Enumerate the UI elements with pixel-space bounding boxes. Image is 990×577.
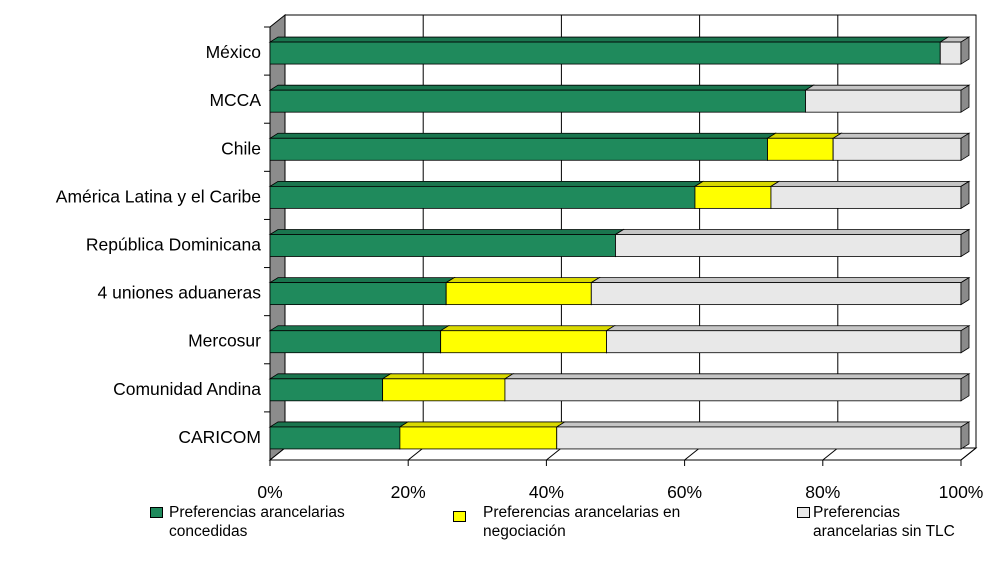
bar-side-caricom-2	[960, 421, 970, 450]
category-label-republica-dominicana: República Dominicana	[86, 235, 261, 255]
bar-top-america-latina-y-el-caribe-2	[769, 180, 971, 187]
x-tick-label: 0%	[257, 482, 282, 502]
legend-label-sin-tlc-line1: Preferencias	[813, 504, 901, 521]
bar-top-chile-1	[766, 132, 843, 139]
category-label-chile: Chile	[221, 138, 261, 158]
x-tick-label: 60%	[667, 482, 702, 502]
bar-top-mercosur-1	[439, 325, 616, 332]
bar-side-4-uniones-aduaneras-2	[960, 276, 970, 306]
gridline-floor	[960, 447, 977, 461]
bar-top-caricom-2	[555, 421, 971, 428]
bar-comunidad-andina-1	[382, 378, 506, 402]
bar-america-latina-y-el-caribe-2	[770, 185, 962, 209]
bar-top-america-latina-y-el-caribe-0	[268, 180, 705, 187]
bar-top-republica-dominicana-0	[268, 229, 625, 235]
bar-top-republica-dominicana-2	[614, 229, 971, 235]
bar-side-mercosur-2	[960, 325, 970, 354]
bar-top-caricom-1	[398, 421, 567, 428]
gridline-floor	[407, 447, 424, 461]
bar-side-chile-2	[960, 132, 970, 161]
legend-swatch-concedidas	[150, 507, 163, 518]
bar-comunidad-andina-0	[269, 378, 384, 402]
x-tick-label: 100%	[939, 482, 984, 502]
category-label-mcca: MCCA	[209, 90, 261, 110]
bar-side-republica-dominicana-2	[960, 228, 970, 258]
bar-mercosur-2	[606, 330, 962, 354]
bar-top-chile-2	[831, 132, 971, 139]
gridline-floor	[546, 447, 562, 461]
bar-top-mcca-2	[804, 84, 971, 91]
bar-mexico-2	[939, 41, 962, 65]
x-tick-label: 40%	[529, 482, 564, 502]
bar-top-4-uniones-aduaneras-0	[268, 277, 456, 284]
bar-caricom-0	[269, 426, 401, 450]
category-labels: México MCCA Chile América Latina y el Carib…	[56, 42, 262, 447]
bar-america-latina-y-el-caribe-0	[269, 185, 696, 209]
category-label-4-uniones-aduaneras: 4 uniones aduaneras	[98, 283, 262, 303]
category-label-comunidad-andina: Comunidad Andina	[113, 379, 261, 399]
bar-chile-1	[767, 137, 834, 161]
bar-mercosur-0	[269, 330, 442, 354]
category-label-america-latina-y-el-caribe: América Latina y el Caribe	[56, 186, 261, 206]
bar-mcca-0	[269, 89, 806, 113]
bar-top-comunidad-andina-2	[503, 373, 971, 380]
bar-top-caricom-0	[268, 421, 410, 428]
bar-top-chile-0	[268, 132, 777, 139]
bar-comunidad-andina-2	[504, 378, 962, 402]
floor	[268, 447, 978, 461]
legend-label-concedidas-line2: concedidas	[169, 523, 248, 540]
bar-side-comunidad-andina-2	[960, 373, 970, 402]
bar-4-uniones-aduaneras-1	[445, 282, 592, 306]
bar-chile-2	[832, 137, 962, 161]
bar-top-mcca-0	[268, 84, 815, 91]
category-label-mexico: México	[206, 42, 261, 62]
x-tick-label: 80%	[805, 482, 840, 502]
bar-republica-dominicana-2	[615, 234, 962, 257]
bar-caricom-1	[399, 426, 558, 450]
bar-top-mercosur-2	[605, 325, 971, 332]
bar-top-america-latina-y-el-caribe-1	[693, 180, 781, 187]
bar-top-comunidad-andina-0	[268, 373, 393, 380]
bar-top-mexico-0	[268, 36, 950, 43]
x-tick-label: 20%	[391, 482, 426, 502]
bar-mexico-0	[269, 41, 941, 65]
legend-label-negociacion-line2: negociación	[483, 523, 566, 540]
bar-4-uniones-aduaneras-0	[269, 282, 447, 306]
bar-chile-0	[269, 137, 768, 161]
bar-top-4-uniones-aduaneras-2	[589, 277, 971, 284]
bar-side-mexico-2	[960, 36, 970, 65]
legend-label-concedidas-line1: Preferencias arancelarias	[169, 504, 345, 521]
legend-swatch-sin-tlc	[797, 507, 810, 518]
x-tick-labels: 0% 20% 40% 60% 80% 100%	[257, 482, 983, 502]
bar-mercosur-1	[440, 330, 607, 354]
bar-america-latina-y-el-caribe-1	[694, 185, 772, 209]
gridline-floor	[822, 447, 839, 461]
legend-swatch-negociacion	[453, 511, 466, 522]
bar-side-america-latina-y-el-caribe-2	[960, 180, 970, 210]
legend-label-sin-tlc-line2: arancelarias sin TLC	[813, 523, 955, 540]
bars	[268, 36, 971, 450]
bar-4-uniones-aduaneras-2	[590, 282, 962, 306]
bar-top-4-uniones-aduaneras-1	[444, 277, 601, 284]
bar-top-comunidad-andina-1	[381, 373, 515, 380]
bar-caricom-2	[556, 426, 962, 450]
bar-top-mercosur-0	[268, 325, 451, 332]
bar-mcca-2	[805, 89, 962, 113]
category-label-caricom: CARICOM	[178, 427, 261, 447]
bar-side-mcca-2	[960, 84, 970, 113]
gridline-floor	[684, 447, 700, 461]
bar-republica-dominicana-0	[269, 234, 616, 257]
legend-label-negociacion-line1: Preferencias arancelarias en	[483, 504, 681, 521]
category-label-mercosur: Mercosur	[188, 331, 261, 351]
